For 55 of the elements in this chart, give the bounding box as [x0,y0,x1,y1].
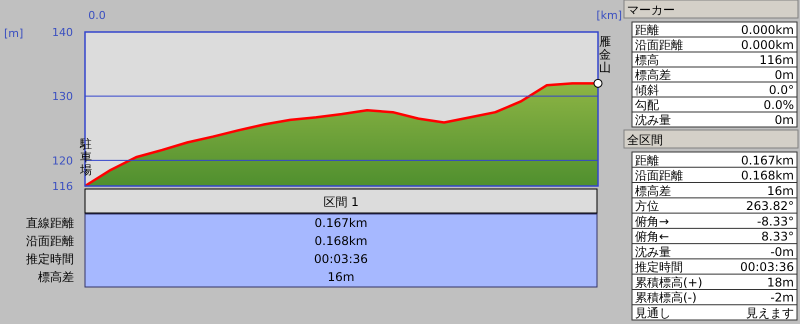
text: 累積標高(-) [635,290,697,305]
y-tick-label: 120 [52,154,73,168]
text: 全区間 [627,133,663,147]
text: 勾配 [635,98,659,112]
text: 0.167km [741,153,794,168]
text: 見えます [746,306,794,320]
text: 雁金山 [599,34,611,74]
text: 推定時間 [26,252,74,266]
text: 00:03:36 [314,252,368,266]
text: 標高差 [38,270,74,284]
text: 推定時間 [635,260,683,274]
text: 00:03:36 [740,260,794,274]
text: 標高差 [635,68,671,82]
text: 0m [774,68,794,82]
text: 8.33° [761,230,794,244]
text: 沿面距離 [26,234,74,248]
text: 0.000km [741,23,794,37]
text: 距離 [635,153,659,168]
text: 0.0 [88,9,106,22]
x-axis-title: [km] [596,9,622,22]
text: 0.0% [764,98,794,112]
text: 区間 1 [323,195,359,209]
y-tick-label: 130 [52,90,73,104]
text: 116m [759,53,794,67]
text: 0m [774,113,794,127]
text: 直線距離 [26,216,74,230]
text: 0.0° [768,83,794,97]
text: 傾斜 [635,83,659,97]
text: 見通し [635,306,671,320]
text: 標高 [635,53,659,67]
y-tick-label: 140 [52,26,73,39]
text: 沈み量 [635,244,671,259]
text: マーカー [627,3,675,17]
text: 俯角→ [635,214,670,228]
text: 距離 [635,23,659,37]
y-axis-title: [m] [4,27,24,40]
text: -0m [770,244,794,259]
text: 沿面距離 [635,38,683,52]
text: 16m [767,184,794,198]
y-tick-label: 116 [52,180,73,193]
text: -8.33° [756,214,794,228]
text: 263.82° [746,199,794,214]
text: 沿面距離 [635,168,683,183]
text: 16m [328,270,354,284]
text: 標高差 [635,184,671,198]
text: 0.000km [741,38,794,52]
text: 0.167km [314,216,368,230]
text: -2m [770,290,794,305]
text: 沈み量 [635,113,671,127]
text: 0.168km [314,234,368,248]
text: 18m [767,275,794,290]
text: 方位 [635,199,659,214]
text: 0.168km [741,168,794,183]
text: 俯角← [635,230,670,244]
text: 累積標高(+) [635,275,702,290]
